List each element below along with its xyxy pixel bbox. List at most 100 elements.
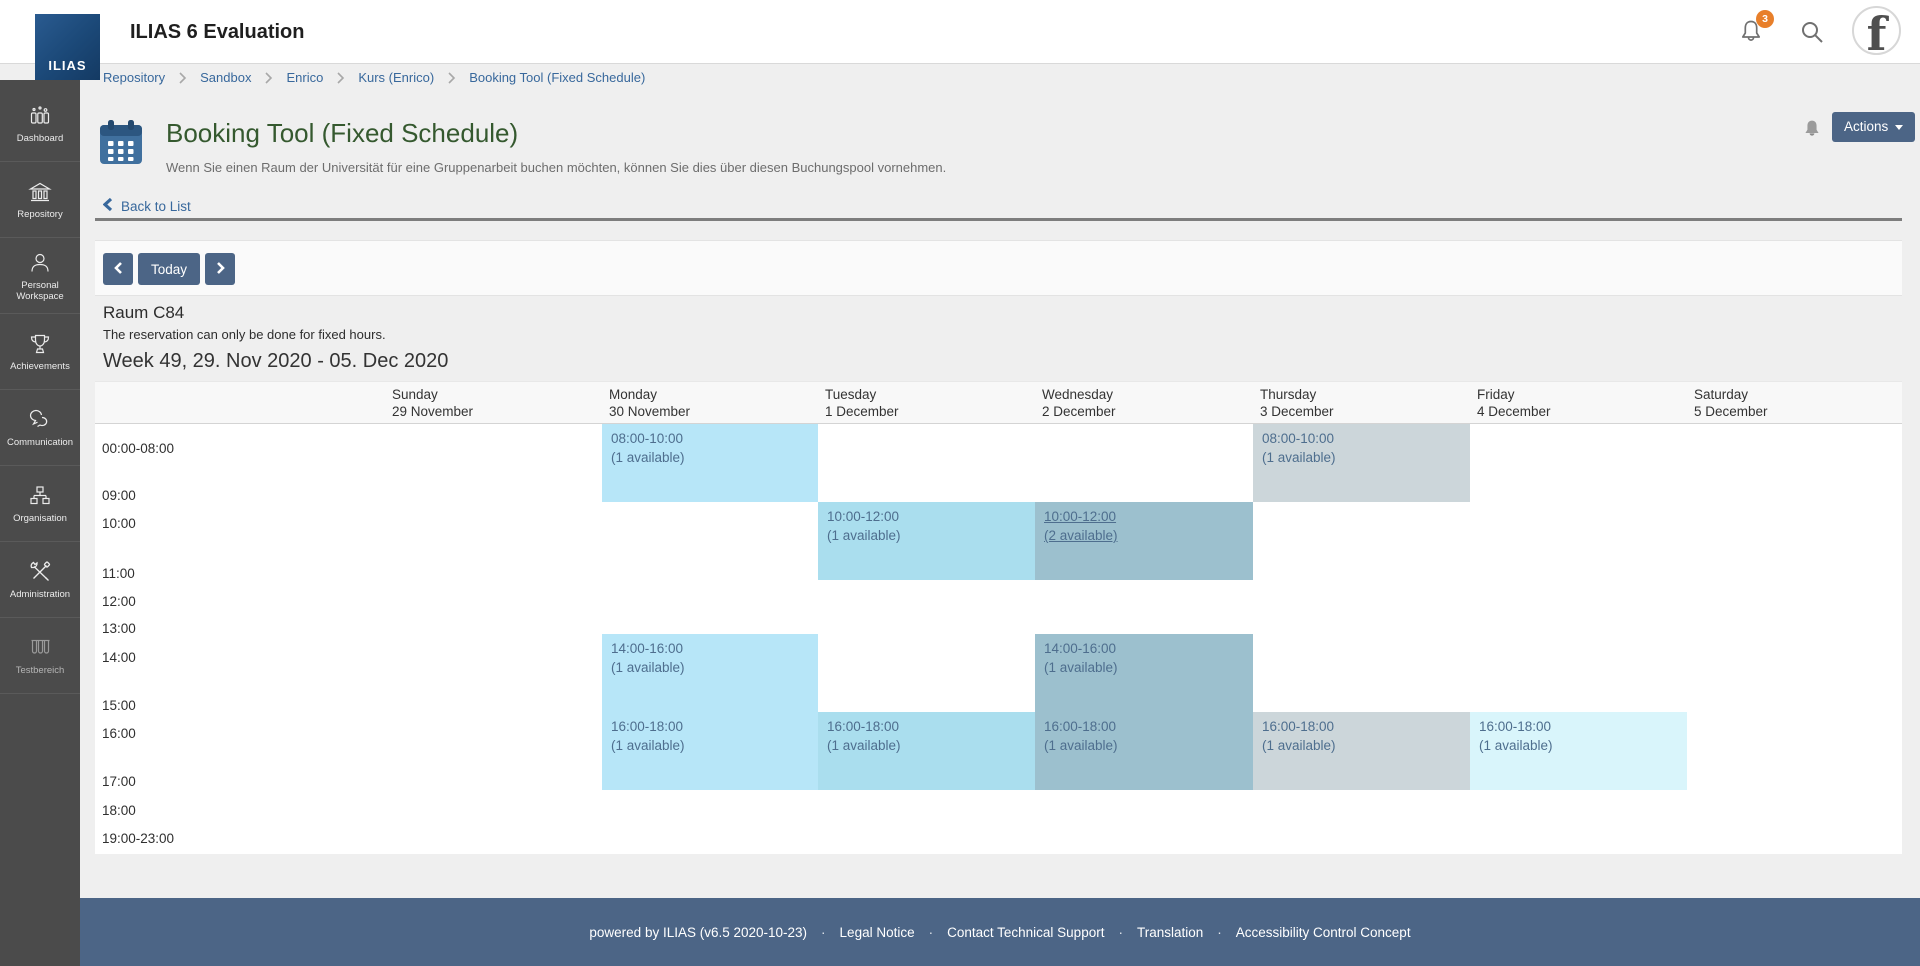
ilias-logo-text: ILIAS: [48, 58, 87, 73]
today-label: Today: [150, 261, 188, 277]
footer-link-legal-notice[interactable]: Legal Notice: [839, 924, 915, 940]
time-row-label: 00:00-08:00: [102, 441, 175, 456]
week-calendar: Sunday 29 November Monday 30 November Tues…: [95, 381, 1902, 854]
organisation-icon: [27, 483, 53, 513]
day-header-monday: Monday 30 November: [609, 387, 691, 419]
breadcrumb: Repository Sandbox Enrico Kurs (Enrico) …: [103, 70, 645, 85]
sidebar-label: Organisation: [13, 513, 67, 524]
time-row-label: 13:00: [102, 621, 136, 636]
breadcrumb-item-repository[interactable]: Repository: [103, 70, 166, 85]
room-note: The reservation can only be done for fix…: [103, 327, 386, 342]
breadcrumb-item-enrico[interactable]: Enrico: [286, 70, 324, 85]
section-divider: [95, 218, 1902, 221]
sidebar-item-administration[interactable]: Administration: [0, 542, 80, 618]
search-button[interactable]: [1798, 18, 1826, 51]
breadcrumb-item-current[interactable]: Booking Tool (Fixed Schedule): [469, 70, 646, 85]
notification-badge: 3: [1756, 10, 1774, 28]
calendar-header-row: Sunday 29 November Monday 30 November Tues…: [95, 381, 1902, 424]
booking-slot-thursday-1600[interactable]: 16:00-18:00 (1 available): [1253, 712, 1470, 790]
calendar-toolbar: Today: [95, 240, 1902, 296]
day-header-friday: Friday 4 December: [1477, 387, 1551, 419]
actions-button[interactable]: Actions: [1832, 112, 1916, 142]
sidebar-label: Repository: [17, 209, 63, 220]
personal-workspace-icon: [27, 250, 53, 280]
sidebar-label: Dashboard: [16, 133, 64, 144]
chevron-right-icon: [178, 71, 187, 85]
footer-link-contact-support[interactable]: Contact Technical Support: [947, 924, 1105, 940]
booking-tool-calendar-icon: [100, 120, 142, 169]
sidebar-item-repository[interactable]: Repository: [0, 162, 80, 238]
repository-icon: [27, 179, 53, 209]
testbereich-icon: [27, 635, 53, 665]
booking-slot-tuesday-1600[interactable]: 16:00-18:00 (1 available): [818, 712, 1035, 790]
calendar-body: 00:00-08:00 09:00 10:00 11:00 12:00 13:0…: [95, 424, 1902, 854]
week-title: Week 49, 29. Nov 2020 - 05. Dec 2020: [103, 350, 449, 372]
chevron-left-icon: [113, 261, 123, 278]
today-button[interactable]: Today: [138, 253, 200, 285]
communication-icon: [27, 407, 53, 437]
sidebar-label: Achievements: [10, 361, 70, 372]
sidebar-item-organisation[interactable]: Organisation: [0, 466, 80, 542]
breadcrumb-item-kurs[interactable]: Kurs (Enrico): [358, 70, 435, 85]
time-row-label: 14:00: [102, 650, 136, 665]
sidebar-label: Administration: [9, 589, 71, 600]
actions-label: Actions: [1844, 119, 1889, 134]
booking-slot-friday-1600[interactable]: 16:00-18:00 (1 available): [1470, 712, 1687, 790]
main-sidebar: Dashboard Repository Person: [0, 80, 80, 966]
booking-slot-wednesday-1600[interactable]: 16:00-18:00 (1 available): [1035, 712, 1253, 790]
notifications-button[interactable]: 3: [1736, 10, 1774, 52]
achievements-icon: [27, 331, 53, 361]
dashboard-icon: [27, 103, 53, 133]
footer-link-translation[interactable]: Translation: [1136, 924, 1204, 940]
ilias-logo[interactable]: ILIAS: [35, 14, 100, 80]
time-row-label: 15:00: [102, 698, 136, 713]
sidebar-item-personal-workspace[interactable]: Personal Workspace: [0, 238, 80, 314]
day-header-thursday: Thursday 3 December: [1260, 387, 1334, 419]
user-avatar[interactable]: f: [1852, 6, 1901, 55]
booking-slot-monday-1400[interactable]: 14:00-16:00 (1 available): [602, 634, 818, 712]
powered-by-text: powered by ILIAS (v6.5 2020-10-23): [589, 924, 808, 940]
avatar-letter: f: [1866, 7, 1887, 55]
time-row-label: 17:00: [102, 774, 136, 789]
day-header-wednesday: Wednesday 2 December: [1042, 387, 1116, 419]
sidebar-item-communication[interactable]: Communication: [0, 390, 80, 466]
bell-icon: [1736, 20, 1766, 51]
back-to-list-label: Back to List: [121, 198, 191, 214]
top-bar: ILIAS 6 Evaluation 3 f: [0, 0, 1920, 64]
time-row-label: 10:00: [102, 516, 136, 531]
administration-icon: [27, 559, 53, 589]
room-title: Raum C84: [103, 303, 185, 322]
sidebar-item-testbereich[interactable]: Testbereich: [0, 618, 80, 694]
time-row-label: 09:00: [102, 488, 136, 503]
booking-slot-monday-0800[interactable]: 08:00-10:00 (1 available): [602, 424, 818, 502]
next-week-button[interactable]: [205, 253, 235, 285]
sidebar-item-dashboard[interactable]: Dashboard: [0, 86, 80, 162]
sidebar-item-achievements[interactable]: Achievements: [0, 314, 80, 390]
footer-link-accessibility[interactable]: Accessibility Control Concept: [1235, 924, 1411, 940]
booking-slot-wednesday-1000[interactable]: 10:00-12:00 (2 available): [1035, 502, 1253, 580]
chevron-right-icon: [216, 261, 225, 278]
booking-slot-tuesday-1000[interactable]: 10:00-12:00 (1 available): [818, 502, 1035, 580]
time-row-label: 18:00: [102, 803, 136, 818]
footer-separator: ·: [1118, 924, 1123, 940]
chevron-left-icon: [102, 197, 113, 215]
back-to-list-link[interactable]: Back to List: [102, 197, 191, 215]
breadcrumb-item-sandbox[interactable]: Sandbox: [200, 70, 252, 85]
footer: powered by ILIAS (v6.5 2020-10-23) · Leg…: [80, 898, 1920, 966]
footer-separator: ·: [928, 924, 934, 940]
time-row-label: 11:00: [102, 566, 135, 581]
booking-slot-wednesday-1400[interactable]: 14:00-16:00 (1 available): [1035, 634, 1253, 712]
app-title: ILIAS 6 Evaluation: [130, 21, 305, 43]
sidebar-label: Communication: [7, 437, 73, 448]
time-row-label: 12:00: [102, 594, 136, 609]
previous-week-button[interactable]: [103, 253, 133, 285]
booking-slot-thursday-0800[interactable]: 08:00-10:00 (1 available): [1253, 424, 1470, 502]
object-bell-icon[interactable]: [1800, 117, 1824, 146]
booking-slot-monday-1600[interactable]: 16:00-18:00 (1 available): [602, 712, 818, 790]
search-icon: [1798, 22, 1826, 50]
day-header-saturday: Saturday 5 December: [1694, 387, 1768, 419]
chevron-right-icon: [336, 71, 345, 85]
day-header-sunday: Sunday 29 November: [392, 387, 474, 419]
time-row-label: 19:00-23:00: [102, 831, 175, 846]
